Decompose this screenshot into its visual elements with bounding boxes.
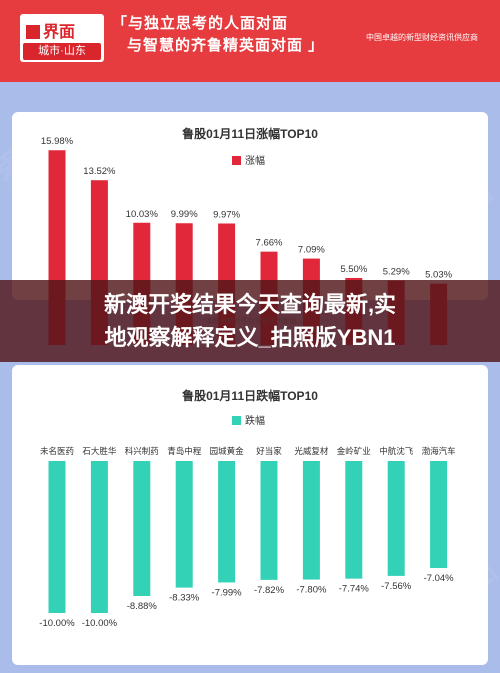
rise-value-label: 5.50% [340,264,367,275]
fall-bar [133,461,151,596]
fall-value-label: -7.56% [381,581,412,592]
slogan-line-1: 「与独立思考的人面对面 [112,15,289,32]
rise-value-label: 10.03% [126,209,159,220]
headline-banner: 新澳开奖结果今天查询最新,实 地观察解释定义_拍照版YBN1 [0,280,500,362]
header-note: 中国卓越的新型财经资讯供应商 [366,33,478,42]
slogan-line-2: 与智慧的齐鲁精英面对面 」 [127,37,325,54]
headline-line-2: 地观察解释定义_拍照版YBN1 [104,325,396,350]
fall-bar [430,461,448,569]
fall-category-label: 光威复材 [294,446,329,456]
logo: 界面 城市·山东 [20,14,104,62]
rise-value-label: 9.99% [171,209,198,220]
rise-value-label: 5.29% [383,267,410,278]
rise-legend-label: 涨幅 [245,154,265,167]
fall-value-label: -10.00% [39,618,75,629]
fall-value-label: -10.00% [82,618,118,629]
fall-category-label: 好当家 [256,446,282,456]
logo-name: 界面 [43,24,76,41]
fall-category-label: 青岛中程 [167,446,202,456]
rise-value-label: 7.66% [256,238,283,249]
fall-chart-title: 鲁股01月11日跌幅TOP10 [181,388,318,403]
fall-bar [387,461,405,576]
fall-bar [260,461,278,580]
logo-mark-icon [26,25,40,39]
rise-value-label: 13.52% [83,166,116,177]
headline-line-1: 新澳开奖结果今天查询最新,实 [103,292,397,317]
fall-bar [302,461,320,580]
fall-value-label: -7.82% [254,585,285,596]
fall-value-label: -8.88% [127,601,158,612]
fall-category-label: 科兴制药 [125,446,159,456]
fall-value-label: -8.33% [169,593,200,604]
fall-bar [48,461,66,613]
rise-value-label: 15.98% [41,136,74,147]
rise-legend-swatch [232,156,241,165]
fall-value-label: -7.74% [339,584,370,595]
fall-legend-swatch [232,416,241,425]
fall-value-label: -7.04% [424,573,455,584]
rise-chart-title: 鲁股01月11日涨幅TOP10 [181,126,318,141]
header: 界面 城市·山东 「与独立思考的人面对面 与智慧的齐鲁精英面对面 」 中国卓越的… [0,0,500,82]
fall-bar [218,461,236,583]
rise-value-label: 9.97% [213,209,240,220]
fall-category-label: 未名医药 [40,446,74,456]
slogan: 「与独立思考的人面对面 与智慧的齐鲁精英面对面 」 [112,13,324,57]
fall-category-label: 石大胜华 [82,446,117,456]
fall-legend-label: 跌幅 [245,414,265,427]
fall-category-label: 中航沈飞 [379,446,414,456]
fall-bar [175,461,193,588]
fall-bar [90,461,108,613]
fall-category-label: 渤海汽车 [422,446,456,456]
fall-category-label: 金岭矿业 [337,446,371,456]
fall-value-label: -7.99% [212,587,243,598]
fall-value-label: -7.80% [296,585,327,596]
fall-category-label: 园城黄金 [210,446,245,456]
fall-bar [345,461,363,579]
rise-value-label: 7.09% [298,245,325,256]
logo-subtitle: 城市·山东 [23,43,101,60]
rise-value-label: 5.03% [425,270,452,281]
